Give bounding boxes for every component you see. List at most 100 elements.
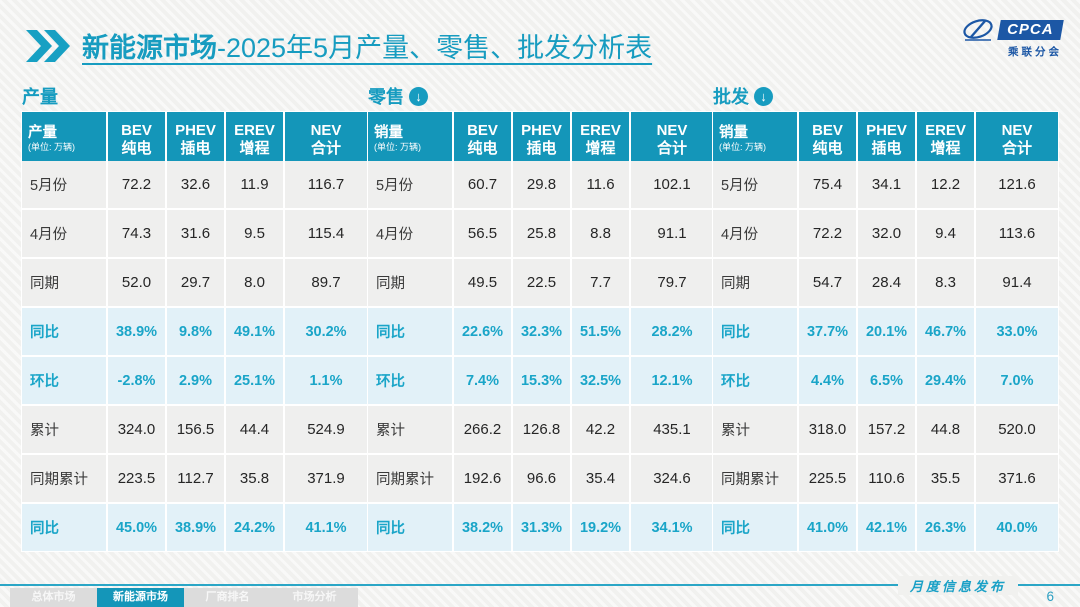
column-header-top: EREV bbox=[234, 122, 275, 140]
row-label: 累计 bbox=[713, 406, 797, 453]
table-cell: 29.8 bbox=[513, 161, 570, 208]
table-cell: 8.0 bbox=[226, 259, 283, 306]
column-header: NEV 合计 bbox=[285, 112, 367, 167]
table-cell: 56.5 bbox=[454, 210, 511, 257]
page-title: 新能源市场-2025年5月产量、零售、批发分析表 bbox=[82, 26, 652, 65]
column-header-top: EREV bbox=[580, 122, 621, 140]
row-label: 同期累计 bbox=[713, 455, 797, 502]
table-cell: 7.7 bbox=[572, 259, 629, 306]
table-cell: 524.9 bbox=[285, 406, 367, 453]
table-cell: 4.4% bbox=[799, 357, 856, 404]
table-cell: 41.0% bbox=[799, 504, 856, 551]
table-cell: 266.2 bbox=[454, 406, 511, 453]
footer-tab[interactable]: 总体市场 bbox=[31, 591, 76, 603]
page-title-rest: -2025年5月产量、零售、批发分析表 bbox=[217, 33, 653, 63]
column-header: BEV 纯电 bbox=[799, 112, 856, 167]
row-label: 同期累计 bbox=[368, 455, 452, 502]
table-cell: 32.3% bbox=[513, 308, 570, 355]
column-header-bottom: 合计 bbox=[656, 139, 687, 157]
table-cell: 49.5 bbox=[454, 259, 511, 306]
table-cell: 22.6% bbox=[454, 308, 511, 355]
corner-cell: 销量 (单位: 万辆) bbox=[368, 112, 452, 167]
corner-cell: 销量 (单位: 万辆) bbox=[713, 112, 797, 167]
table-cell: 49.1% bbox=[226, 308, 283, 355]
table-cell: 38.9% bbox=[167, 504, 224, 551]
table-cell: 19.2% bbox=[572, 504, 629, 551]
table-cell: 26.3% bbox=[917, 504, 974, 551]
table-cell: 318.0 bbox=[799, 406, 856, 453]
down-arrow-circle-icon: ↓ bbox=[409, 86, 428, 106]
production-table: 产量 (单位: 万辆) BEV 纯电 PHEV 插电 EREV 增程 NEV 合计 5月份 72.2 3… bbox=[22, 112, 367, 551]
table-cell: 192.6 bbox=[454, 455, 511, 502]
table-cell: 115.4 bbox=[285, 210, 367, 257]
slide-header: 新能源市场-2025年5月产量、零售、批发分析表 bbox=[26, 26, 652, 65]
column-header-top: PHEV bbox=[175, 122, 216, 140]
table-cell: 9.8% bbox=[167, 308, 224, 355]
table-cell: 38.2% bbox=[454, 504, 511, 551]
cpca-logo-text: CPCA bbox=[997, 20, 1064, 40]
footer-tab[interactable]: 新能源市场 bbox=[97, 588, 184, 607]
table-cell: 12.2 bbox=[917, 161, 974, 208]
table-cell: 29.7 bbox=[167, 259, 224, 306]
row-label: 同比 bbox=[22, 504, 106, 551]
column-header: PHEV 插电 bbox=[858, 112, 915, 167]
wholesale-table: 销量 (单位: 万辆) BEV 纯电 PHEV 插电 EREV 增程 NEV 合计 5月份 75.4 3… bbox=[713, 112, 1058, 551]
retail-section-header: 零售 ↓ bbox=[368, 84, 713, 108]
table-cell: 20.1% bbox=[858, 308, 915, 355]
table-cell: 11.9 bbox=[226, 161, 283, 208]
row-label: 5月份 bbox=[713, 161, 797, 208]
table-cell: 72.2 bbox=[108, 161, 165, 208]
column-header-bottom: 纯电 bbox=[467, 139, 498, 157]
column-header-top: BEV bbox=[812, 122, 843, 140]
table-cell: 7.0% bbox=[976, 357, 1058, 404]
column-header-top: NEV bbox=[310, 122, 342, 140]
table-cell: 37.7% bbox=[799, 308, 856, 355]
table-cell: 25.8 bbox=[513, 210, 570, 257]
table-cell: 34.1 bbox=[858, 161, 915, 208]
wholesale-section-header: 批发 ↓ bbox=[713, 84, 1058, 108]
table-cell: 44.4 bbox=[226, 406, 283, 453]
column-header-bottom: 合计 bbox=[1001, 139, 1032, 157]
column-header-top: BEV bbox=[467, 122, 498, 140]
row-label: 同期 bbox=[713, 259, 797, 306]
row-label: 同比 bbox=[713, 308, 797, 355]
cpca-logo: CPCA 乘联分会 bbox=[952, 18, 1064, 59]
corner-unit: (单位: 万辆) bbox=[374, 142, 421, 153]
row-label: 同期 bbox=[22, 259, 106, 306]
column-header-bottom: 插电 bbox=[871, 139, 902, 157]
retail-section: 零售 ↓ 销量 (单位: 万辆) BEV 纯电 PHEV 插电 EREV 增程 NEV 合计 5月份… bbox=[368, 84, 713, 551]
table-cell: 7.4% bbox=[454, 357, 511, 404]
table-cell: -2.8% bbox=[108, 357, 165, 404]
table-cell: 12.1% bbox=[631, 357, 713, 404]
footer-tab[interactable]: 市场分析 bbox=[292, 591, 337, 603]
table-cell: 324.0 bbox=[108, 406, 165, 453]
table-cell: 25.1% bbox=[226, 357, 283, 404]
column-header-bottom: 增程 bbox=[930, 139, 961, 157]
column-header: PHEV 插电 bbox=[167, 112, 224, 167]
table-cell: 38.9% bbox=[108, 308, 165, 355]
table-cell: 9.5 bbox=[226, 210, 283, 257]
retail-table: 销量 (单位: 万辆) BEV 纯电 PHEV 插电 EREV 增程 NEV 合计 5月份 60.7 2… bbox=[368, 112, 713, 551]
row-label: 同比 bbox=[713, 504, 797, 551]
cpca-logo-subtitle: 乘联分会 bbox=[1008, 46, 1062, 58]
column-header-top: BEV bbox=[121, 122, 152, 140]
table-cell: 110.6 bbox=[858, 455, 915, 502]
column-header-bottom: 纯电 bbox=[812, 139, 843, 157]
table-cell: 52.0 bbox=[108, 259, 165, 306]
production-section: 产量 产量 (单位: 万辆) BEV 纯电 PHEV 插电 EREV 增程 NEV 合计 5月份 72… bbox=[22, 84, 367, 551]
column-header: PHEV 插电 bbox=[513, 112, 570, 167]
table-cell: 22.5 bbox=[513, 259, 570, 306]
publication-label: 月度信息发布 bbox=[897, 576, 1018, 595]
footer-tab[interactable]: 厂商排名 bbox=[205, 591, 250, 603]
row-label: 同比 bbox=[368, 504, 452, 551]
column-header-top: EREV bbox=[925, 122, 966, 140]
table-cell: 45.0% bbox=[108, 504, 165, 551]
table-cell: 35.8 bbox=[226, 455, 283, 502]
double-chevron-icon bbox=[26, 29, 70, 62]
down-arrow-circle-icon: ↓ bbox=[754, 86, 773, 106]
column-header-top: NEV bbox=[656, 122, 688, 140]
column-header-bottom: 插电 bbox=[526, 139, 557, 157]
table-cell: 96.6 bbox=[513, 455, 570, 502]
table-cell: 6.5% bbox=[858, 357, 915, 404]
footer-divider-line bbox=[0, 584, 1080, 586]
